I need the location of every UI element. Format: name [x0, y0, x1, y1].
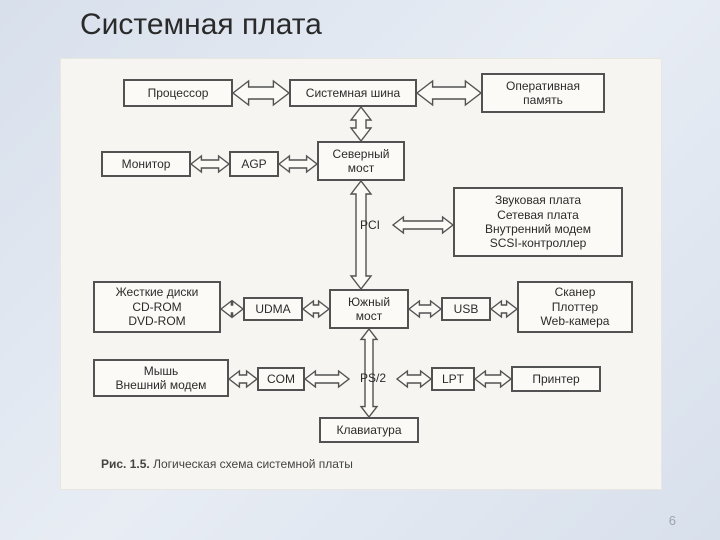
arrow-mouse-com — [229, 371, 257, 387]
node-pcidev: Звуковая плата Сетевая плата Внутренний … — [453, 187, 623, 257]
motherboard-diagram: Процессор Системная шина Оперативная памят… — [60, 58, 662, 490]
node-bus: Системная шина — [289, 79, 417, 107]
node-ps2: PS/2 — [349, 366, 397, 390]
arrow-storage-udma — [221, 301, 243, 317]
arrow-cpu-bus — [233, 81, 289, 105]
arrow-udma-south — [303, 301, 329, 317]
arrow-pci-pcidev — [393, 217, 453, 233]
arrow-usb-usbdev — [491, 301, 517, 317]
node-agp: AGP — [229, 151, 279, 177]
arrow-ps2-lpt — [397, 371, 431, 387]
arrow-agp-north — [279, 156, 317, 172]
page-number: 6 — [669, 513, 676, 528]
arrow-south-usb — [409, 301, 441, 317]
node-mouse: Мышь Внешний модем — [93, 359, 229, 397]
node-usb: USB — [441, 297, 491, 321]
node-ram: Оперативная память — [481, 73, 605, 113]
node-udma: UDMA — [243, 297, 303, 321]
arrow-com-south — [305, 371, 349, 387]
node-monitor: Монитор — [101, 151, 191, 177]
arrow-monitor-agp — [191, 156, 229, 172]
arrow-bus-ram — [417, 81, 481, 105]
node-lpt: LPT — [431, 367, 475, 391]
node-south: Южный мост — [329, 289, 409, 329]
node-printer: Принтер — [511, 366, 601, 392]
node-storage: Жесткие диски CD-ROM DVD-ROM — [93, 281, 221, 333]
arrow-bus-north — [351, 107, 371, 141]
node-usbdev: Сканер Плоттер Web-камера — [517, 281, 633, 333]
figure-caption: Рис. 1.5. Логическая схема системной пла… — [101, 457, 353, 471]
node-north: Северный мост — [317, 141, 405, 181]
arrow-lpt-printer — [475, 371, 511, 387]
node-keyboard: Клавиатура — [319, 417, 419, 443]
slide-title: Системная плата — [80, 8, 322, 42]
node-com: COM — [257, 367, 305, 391]
node-cpu: Процессор — [123, 79, 233, 107]
caption-text: Логическая схема системной платы — [153, 457, 353, 471]
caption-prefix: Рис. 1.5. — [101, 457, 150, 471]
node-pci: PCI — [349, 214, 391, 236]
